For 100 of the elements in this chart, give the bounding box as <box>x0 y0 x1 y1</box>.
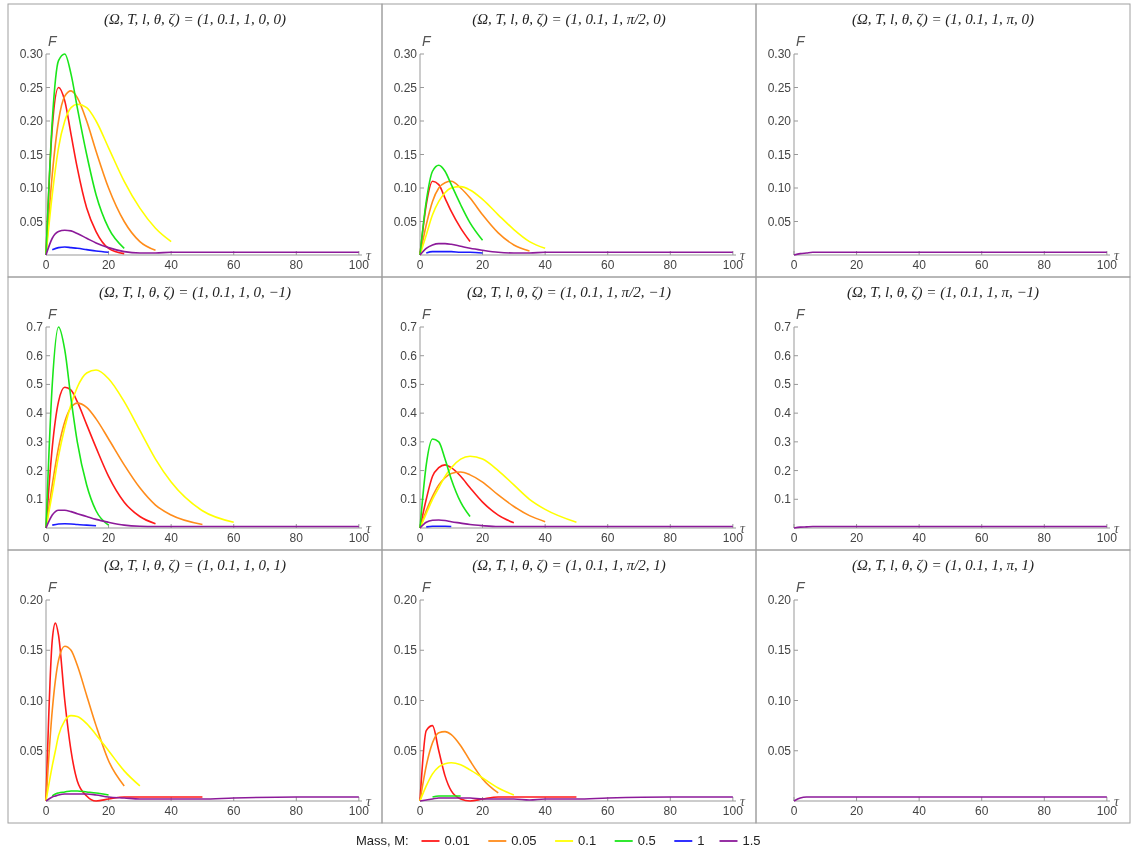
y-axis-title: F <box>48 306 58 322</box>
y-tick-label: 0.20 <box>19 114 44 128</box>
y-tick-label: 0.20 <box>767 114 792 128</box>
x-tick-label: 20 <box>101 804 116 818</box>
x-tick-label: 40 <box>164 258 179 272</box>
line-series <box>419 438 471 529</box>
chart-title: (Ω, T, l, θ, ζ) = (1, 0.1, 1, π, 0) <box>851 11 1035 28</box>
line-series <box>419 164 484 256</box>
x-tick-label: 60 <box>227 258 241 272</box>
chart-title: (Ω, T, l, θ, ζ) = (1, 0.1, 1, π/2, −1) <box>467 284 671 301</box>
legend-label: 0.05 <box>511 833 537 848</box>
legend-label: 1 <box>697 833 705 848</box>
y-tick-label: 0.4 <box>774 406 792 421</box>
x-tick-label: 20 <box>849 804 864 818</box>
legend-title: Mass, M: <box>355 833 409 848</box>
y-tick-label: 0.1 <box>400 492 418 507</box>
x-tick-label: 80 <box>289 258 304 272</box>
x-tick-label: 20 <box>849 258 864 272</box>
y-tick-label: 0.7 <box>26 320 44 334</box>
x-tick-label: 40 <box>164 531 179 545</box>
x-tick-label: 80 <box>663 258 678 272</box>
y-tick-label: 0.7 <box>400 320 418 334</box>
line-series <box>45 714 141 802</box>
y-tick-label: 0.15 <box>767 147 792 162</box>
x-tick-label: 40 <box>912 531 927 545</box>
y-tick-label: 0.2 <box>400 463 418 478</box>
line-series <box>419 730 500 802</box>
y-axis-title: F <box>796 33 806 49</box>
y-tick-label: 0.4 <box>400 406 418 421</box>
y-tick-label: 0.6 <box>26 348 44 363</box>
y-tick-label: 0.10 <box>19 181 44 195</box>
y-tick-label: 0.6 <box>774 348 792 363</box>
line-series <box>45 622 204 802</box>
y-tick-label: 0.05 <box>19 214 44 229</box>
y-tick-label: 0.20 <box>19 593 44 607</box>
x-tick-label: 40 <box>912 258 927 272</box>
chart-title: (Ω, T, l, θ, ζ) = (1, 0.1, 1, π, 1) <box>851 557 1035 574</box>
y-tick-label: 0.1 <box>26 492 44 507</box>
x-tick-label: 60 <box>601 531 615 545</box>
x-tick-label: 0 <box>42 258 50 272</box>
chart-title: (Ω, T, l, θ, ζ) = (1, 0.1, 1, 0, −1) <box>98 284 292 301</box>
y-axis-title: F <box>48 579 58 595</box>
x-tick-label: 0 <box>42 531 50 545</box>
x-tick-label: 60 <box>975 531 989 545</box>
legend-label: 0.1 <box>578 833 597 848</box>
chart-title: (Ω, T, l, θ, ζ) = (1, 0.1, 1, π/2, 1) <box>472 557 666 574</box>
y-tick-label: 0.05 <box>767 214 792 229</box>
y-tick-label: 0.6 <box>400 348 418 363</box>
x-tick-label: 60 <box>601 258 615 272</box>
y-tick-label: 0.25 <box>393 80 418 95</box>
y-tick-label: 0.10 <box>393 693 418 708</box>
y-tick-label: 0.10 <box>767 181 792 195</box>
x-tick-label: 80 <box>289 531 304 545</box>
legend-label: 0.5 <box>637 833 656 848</box>
x-tick-label: 40 <box>912 804 927 818</box>
x-tick-label: 40 <box>164 804 179 818</box>
y-tick-label: 0.4 <box>26 406 44 421</box>
y-tick-label: 0.3 <box>774 434 792 449</box>
y-tick-label: 0.2 <box>774 463 792 478</box>
y-tick-label: 0.25 <box>19 80 44 95</box>
y-axis-title: F <box>48 33 58 49</box>
chart-title: (Ω, T, l, θ, ζ) = (1, 0.1, 1, π/2, 0) <box>472 11 666 28</box>
x-tick-label: 80 <box>289 804 304 818</box>
y-axis-title: F <box>422 579 432 595</box>
x-tick-label: 80 <box>663 804 678 818</box>
y-tick-label: 0.5 <box>26 377 44 392</box>
y-tick-label: 0.20 <box>393 593 418 607</box>
y-tick-label: 0.05 <box>767 743 792 758</box>
line-series <box>45 645 126 802</box>
chart-title: (Ω, T, l, θ, ζ) = (1, 0.1, 1, 0, 0) <box>103 11 287 28</box>
y-tick-label: 0.25 <box>767 80 792 95</box>
x-tick-label: 0 <box>42 804 50 818</box>
legend-label: 0.01 <box>444 833 470 848</box>
legend-label: 1.5 <box>742 833 761 848</box>
y-axis-title: F <box>422 33 432 49</box>
x-tick-label: 20 <box>475 258 490 272</box>
x-tick-label: 20 <box>475 531 490 545</box>
x-tick-label: 40 <box>538 531 553 545</box>
y-tick-label: 0.10 <box>19 693 44 708</box>
x-tick-label: 80 <box>1037 258 1052 272</box>
y-tick-label: 0.05 <box>393 214 418 229</box>
y-axis-title: F <box>796 579 806 595</box>
y-axis-title: F <box>422 306 432 322</box>
x-tick-label: 40 <box>538 258 553 272</box>
x-tick-label: 80 <box>663 531 678 545</box>
y-tick-label: 0.2 <box>26 463 44 478</box>
y-tick-label: 0.15 <box>19 643 44 658</box>
y-tick-label: 0.30 <box>393 47 418 61</box>
x-tick-label: 60 <box>975 258 989 272</box>
y-tick-label: 0.15 <box>393 147 418 162</box>
x-tick-label: 0 <box>416 804 424 818</box>
x-tick-label: 60 <box>227 804 241 818</box>
y-tick-label: 0.1 <box>774 492 792 507</box>
y-tick-label: 0.15 <box>393 643 418 658</box>
y-tick-label: 0.05 <box>393 743 418 758</box>
x-tick-label: 0 <box>790 804 798 818</box>
x-tick-label: 20 <box>101 531 116 545</box>
y-tick-label: 0.3 <box>26 434 44 449</box>
x-tick-label: 0 <box>790 531 798 545</box>
y-tick-label: 0.5 <box>774 377 792 392</box>
